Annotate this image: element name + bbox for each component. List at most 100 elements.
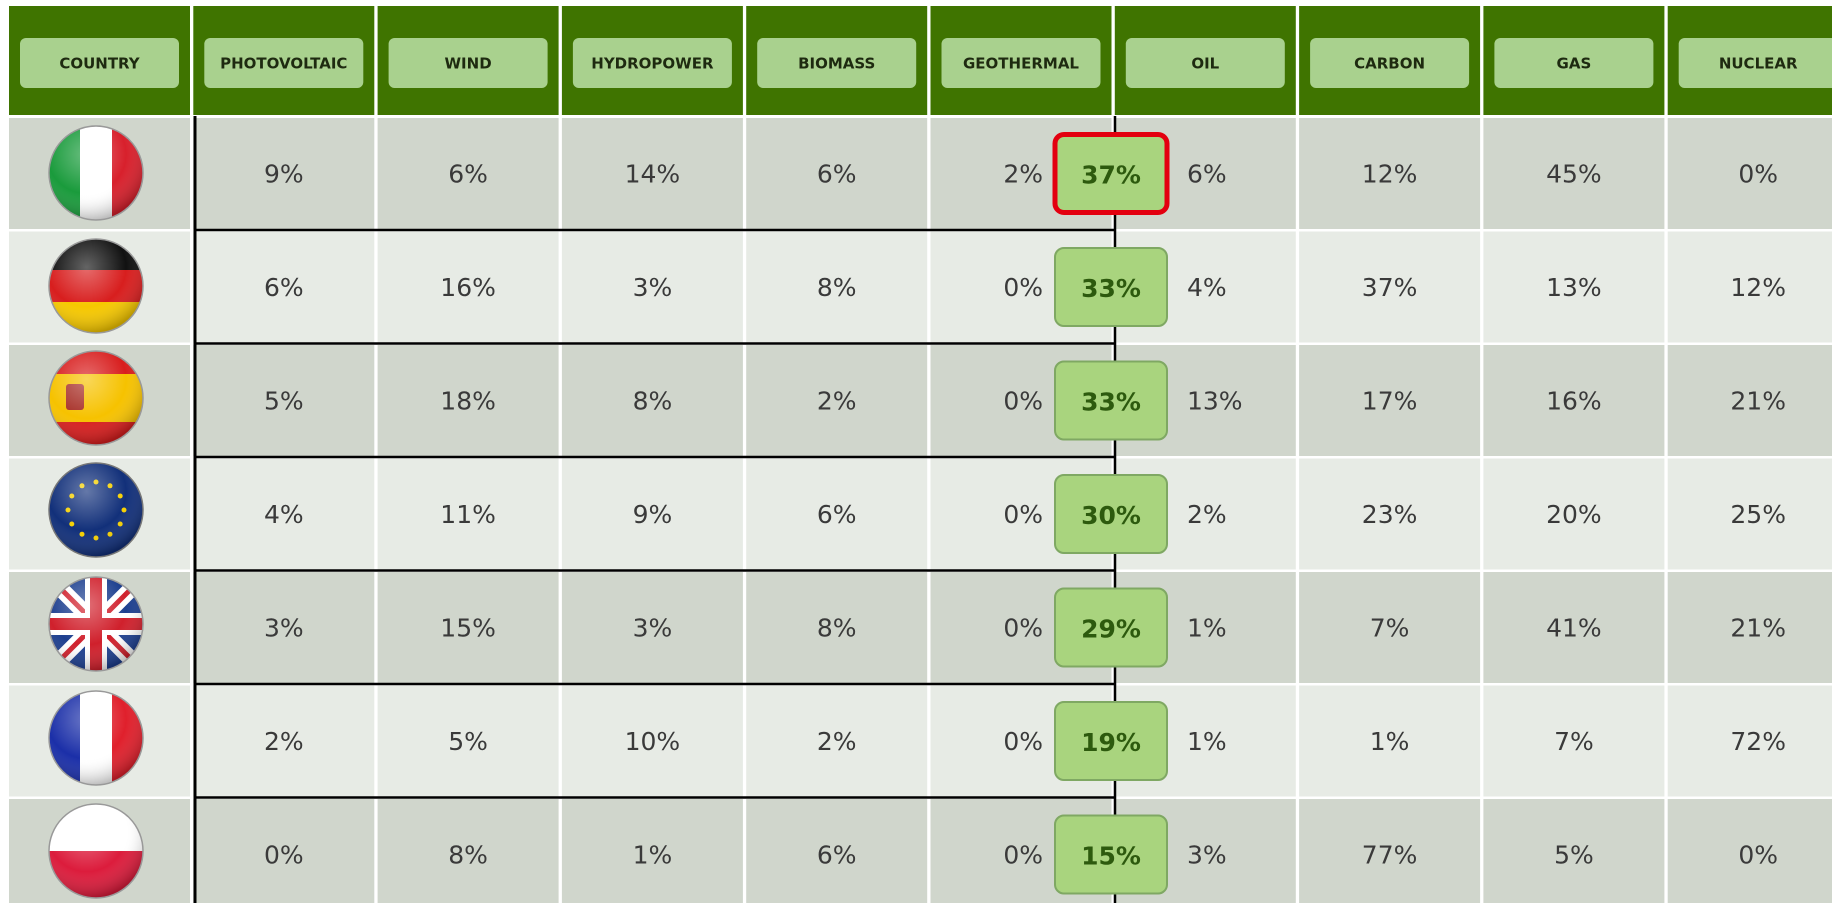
cell-value: 5% [448, 727, 488, 756]
row-cell [1483, 118, 1665, 229]
row-cell [1299, 231, 1481, 343]
cell-value: 10% [625, 727, 681, 756]
cell-value: 45% [1546, 160, 1602, 189]
flag-eu [48, 462, 144, 558]
badge [1054, 360, 1168, 441]
row-cell [561, 685, 743, 797]
cell-value: 4% [1187, 273, 1227, 302]
flag-france [48, 690, 144, 786]
row-cell [193, 458, 375, 570]
badge [1054, 474, 1168, 554]
cell-value: 72% [1730, 727, 1786, 756]
row-cell [1667, 685, 1832, 797]
flag-poland [48, 803, 144, 899]
cell-value: 6% [448, 160, 488, 189]
cell-value: 11% [440, 500, 496, 529]
flags [48, 125, 144, 899]
cell-value: 21% [1730, 387, 1786, 416]
row-cell [377, 572, 559, 683]
cell-value: 0% [264, 841, 304, 870]
cell-value: 0% [1003, 614, 1043, 643]
header-label: WIND [445, 55, 492, 73]
row-cell [746, 118, 928, 229]
badge-value: 19% [1081, 728, 1141, 757]
row-cell [377, 345, 559, 456]
badge-value: 30% [1081, 501, 1141, 530]
cell-value: 1% [1187, 727, 1227, 756]
badge [1052, 132, 1170, 215]
header-button [1678, 38, 1832, 88]
header-label: NUCLEAR [1719, 55, 1798, 73]
header-button [20, 38, 179, 88]
row-cell [746, 799, 928, 903]
badge-value: 33% [1081, 274, 1141, 303]
cell-value: 2% [1003, 160, 1043, 189]
cell-value: 13% [1187, 387, 1243, 416]
badge-value: 29% [1081, 615, 1141, 644]
header-button [757, 38, 917, 88]
header-label: GAS [1557, 55, 1592, 73]
row-cell [193, 231, 375, 343]
flag-spain [48, 350, 144, 446]
cell-value: 3% [633, 273, 673, 302]
row-cell [377, 685, 559, 797]
cell-value: 20% [1546, 500, 1602, 529]
badge [1054, 814, 1168, 895]
cell-value: 21% [1730, 614, 1786, 643]
cell-value: 8% [817, 273, 857, 302]
badge [1054, 587, 1168, 668]
header-button [1494, 38, 1654, 88]
cell-value: 6% [817, 841, 857, 870]
cell-value: 8% [817, 614, 857, 643]
row-cell [193, 345, 375, 456]
row-cell [561, 799, 743, 903]
row-cell [1667, 118, 1832, 229]
row-cell [1483, 685, 1665, 797]
row-cell [1299, 572, 1481, 683]
row-cell [561, 118, 743, 229]
cell-value: 16% [1546, 387, 1602, 416]
row-cell [1667, 458, 1832, 570]
cell-value: 0% [1003, 841, 1043, 870]
header-label: HYDROPOWER [591, 55, 714, 73]
cell-value: 0% [1003, 273, 1043, 302]
cell-value: 12% [1730, 273, 1786, 302]
row-cell [377, 458, 559, 570]
cell-value: 8% [633, 387, 673, 416]
row-cell [377, 118, 559, 229]
cell-value: 0% [1003, 727, 1043, 756]
cell-value: 13% [1546, 273, 1602, 302]
header-label: BIOMASS [798, 55, 875, 73]
cell-value: 0% [1738, 841, 1778, 870]
header-label: COUNTRY [59, 55, 140, 73]
header-label: OIL [1191, 55, 1219, 73]
badge-value: 33% [1081, 388, 1141, 417]
cell-value: 16% [440, 273, 496, 302]
badge [1054, 701, 1168, 781]
row-cell [1667, 572, 1832, 683]
cell-value: 23% [1362, 500, 1418, 529]
row-cell [1299, 118, 1481, 229]
cell-value: 0% [1738, 160, 1778, 189]
cell-value: 7% [1370, 614, 1410, 643]
cell-value: 9% [633, 500, 673, 529]
row-cell [746, 685, 928, 797]
row-cell [1483, 799, 1665, 903]
row-cell [1667, 345, 1832, 456]
row-cell [377, 799, 559, 903]
cell-value: 3% [264, 614, 304, 643]
cell-value: 9% [264, 160, 304, 189]
overlay: 37% 33% 33% 30% 29% 19% 15% [193, 116, 1170, 903]
row-cell [193, 118, 375, 229]
badge-value: 15% [1081, 842, 1141, 871]
cell-value: 3% [633, 614, 673, 643]
cell-value: 2% [817, 387, 857, 416]
cell-value: 12% [1362, 160, 1418, 189]
cell-value: 25% [1730, 500, 1786, 529]
header-button [1310, 38, 1470, 88]
row-cell [1483, 572, 1665, 683]
row-cell [1667, 231, 1832, 343]
cell-value: 77% [1362, 841, 1418, 870]
cell-value: 15% [440, 614, 496, 643]
